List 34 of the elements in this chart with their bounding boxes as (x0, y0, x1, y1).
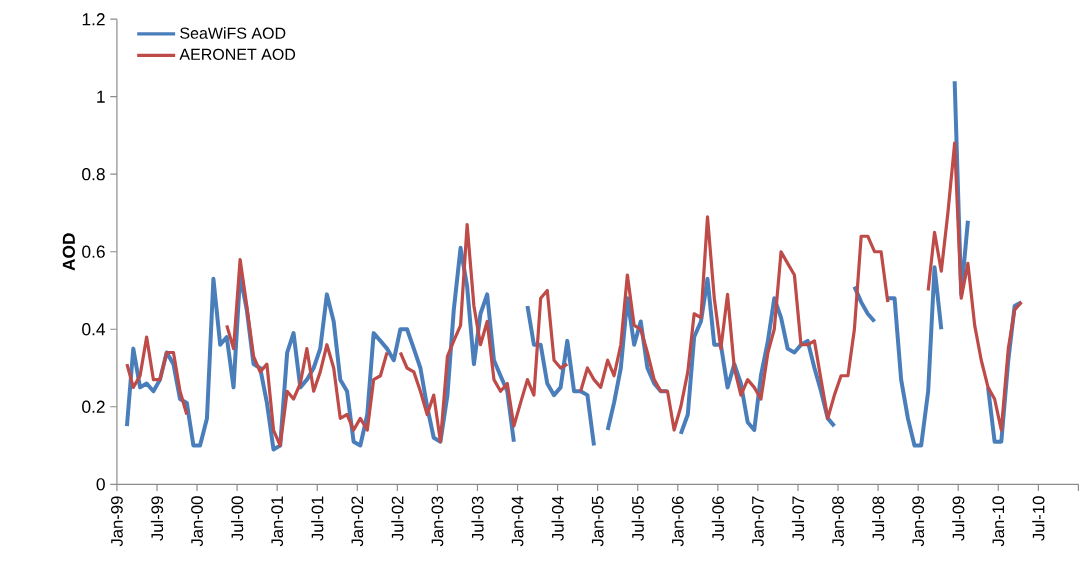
x-tick-label: Jul-99 (150, 496, 164, 541)
y-tick-label: 0.2 (82, 400, 105, 413)
x-tick-label: Jan-07 (752, 496, 764, 547)
y-tick-label: 0.4 (82, 323, 106, 336)
x-tick-label: Jan-01 (271, 496, 284, 547)
y-tick-label: 0.8 (82, 168, 105, 181)
x-tick-label: Jan-06 (671, 496, 684, 547)
y-tick-label: 0 (96, 478, 105, 491)
x-tick-label: Jan-10 (992, 496, 1005, 547)
x-tick-label: Jan-04 (511, 496, 524, 547)
x-tick-label: Jan-05 (591, 496, 604, 547)
x-tick-label: Jan-99 (111, 496, 123, 547)
x-tick-label: Jan-09 (912, 496, 925, 547)
x-tick-label: Jul-06 (711, 496, 724, 541)
y-tick-label: 0.6 (82, 245, 105, 258)
y-tick-label: 1.2 (82, 13, 105, 26)
x-tick-label: Jul-09 (952, 496, 965, 541)
x-tick-label: Jul-04 (551, 496, 564, 541)
x-tick-label: Jan-08 (832, 496, 844, 547)
legend-label: AERONET AOD (179, 48, 296, 61)
y-axis-title: AOD (62, 233, 75, 271)
x-tick-label: Jul-03 (471, 496, 484, 541)
x-tick-label: Jan-02 (351, 496, 364, 547)
x-tick-label: Jul-10 (1032, 496, 1045, 541)
x-tick-label: Jul-08 (871, 496, 885, 541)
x-tick-label: Jan-03 (431, 496, 444, 547)
x-tick-label: Jul-01 (311, 496, 324, 541)
x-tick-label: Jul-07 (791, 496, 805, 541)
legend-label: SeaWiFS AOD (180, 27, 286, 39)
x-tick-label: Jan-00 (191, 496, 203, 547)
x-tick-label: Jul-00 (230, 496, 244, 541)
x-tick-label: Jul-05 (631, 496, 644, 541)
y-tick-label: 1 (97, 90, 105, 103)
x-tick-label: Jul-02 (391, 496, 404, 541)
